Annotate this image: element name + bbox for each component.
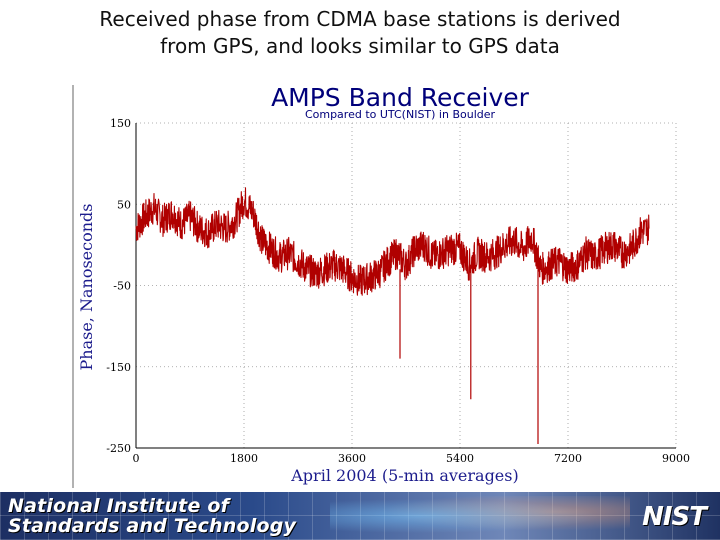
slide-title-line-1: Received phase from CDMA base stations i…	[99, 7, 621, 31]
chart-title: AMPS Band Receiver	[271, 83, 530, 112]
y-tick-label: 150	[110, 117, 131, 130]
x-tick-label: 1800	[230, 452, 258, 465]
nist-logo: NIST	[642, 502, 707, 532]
phase-series-line	[135, 187, 650, 296]
y-axis-label: Phase, Nanoseconds	[77, 204, 96, 371]
y-tick-label: -50	[113, 280, 131, 293]
y-tick-label: 50	[117, 198, 131, 211]
org-name: National Institute of Standards and Tech…	[8, 496, 296, 536]
x-tick-label: 5400	[446, 452, 474, 465]
x-axis-label: April 2004 (5-min averages)	[290, 466, 518, 485]
y-tick-label: -250	[106, 442, 131, 455]
x-tick-label: 7200	[554, 452, 582, 465]
gridlines	[135, 122, 677, 449]
phase-chart: AMPS Band Receiver Compared to UTC(NIST)…	[72, 83, 690, 488]
slide-title-line-2: from GPS, and looks similar to GPS data	[160, 34, 560, 58]
y-tick-label: -150	[106, 361, 131, 374]
org-name-line-1: National Institute of	[8, 495, 230, 517]
x-tick-label: 0	[133, 452, 140, 465]
slide-title: Received phase from CDMA base stations i…	[0, 6, 720, 60]
footer-technology-graphic	[330, 496, 630, 536]
x-tick-label: 3600	[338, 452, 366, 465]
axes	[135, 123, 676, 449]
org-name-line-2: Standards and Technology	[8, 515, 297, 537]
footer-banner: National Institute of Standards and Tech…	[0, 492, 720, 540]
chart-subtitle: Compared to UTC(NIST) in Boulder	[305, 108, 496, 121]
x-tick-label: 9000	[662, 452, 690, 465]
series-group	[135, 187, 650, 444]
